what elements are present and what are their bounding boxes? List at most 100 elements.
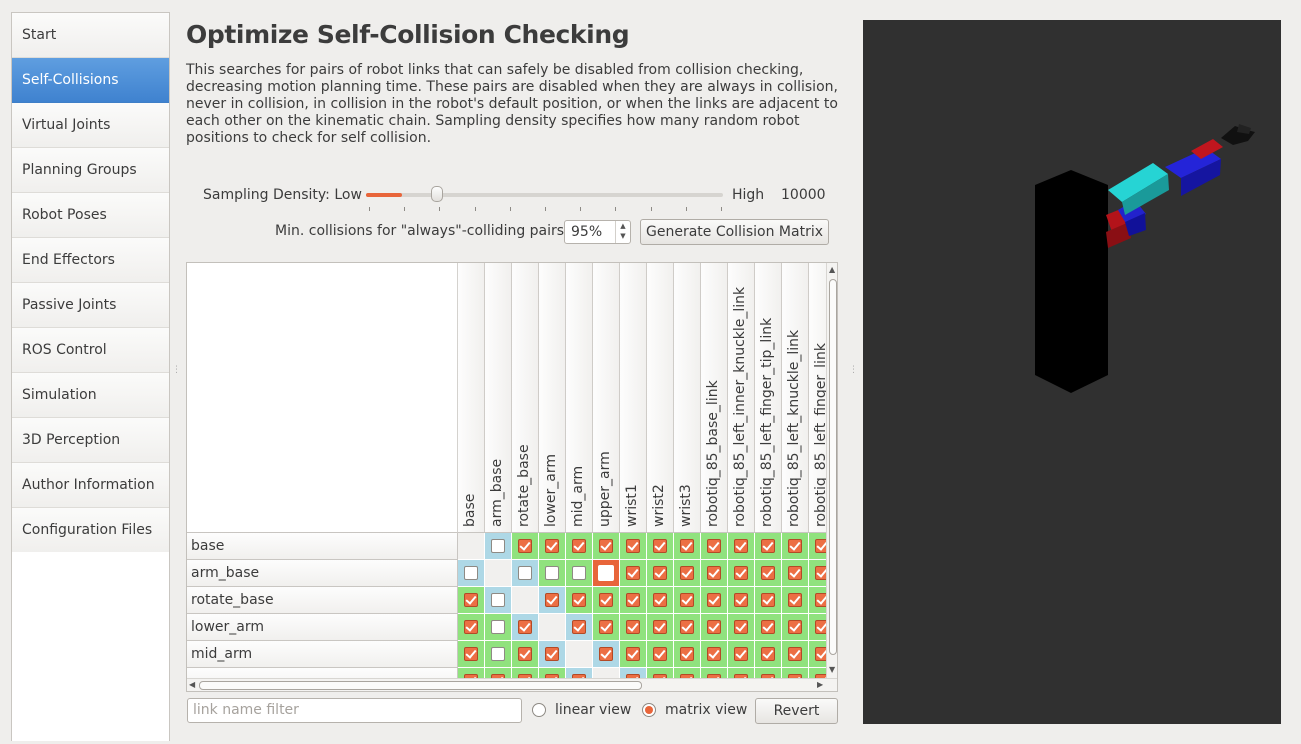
linear-view-label[interactable]: linear view [555,702,632,718]
collision-checkbox[interactable] [626,647,640,661]
matrix-cell[interactable] [728,614,755,641]
collision-checkbox[interactable] [734,647,748,661]
robot-3d-viewport[interactable] [863,20,1281,724]
collision-checkbox[interactable] [491,593,505,607]
link-name-filter-input[interactable]: link name filter [187,698,522,723]
revert-button[interactable]: Revert [755,698,838,724]
column-header[interactable]: robotiq_85_left_knuckle_link [782,263,809,532]
collision-checkbox[interactable] [518,539,532,553]
matrix-cell[interactable] [647,560,674,587]
matrix-cell[interactable] [458,587,485,614]
collision-checkbox[interactable] [788,647,802,661]
matrix-cell[interactable] [485,587,512,614]
column-header[interactable]: wrist2 [647,263,674,532]
column-header[interactable]: robotiq_85_left_inner_knuckle_link [728,263,755,532]
collision-checkbox[interactable] [626,566,640,580]
collision-checkbox[interactable] [545,593,559,607]
spin-up-icon[interactable]: ▲ [620,222,626,230]
matrix-view-label[interactable]: matrix view [665,702,748,718]
collision-checkbox[interactable] [545,674,559,678]
sidebar-item-planning-groups[interactable]: Planning Groups [12,148,169,193]
sidebar-item-robot-poses[interactable]: Robot Poses [12,193,169,238]
matrix-cell[interactable] [647,533,674,560]
matrix-cell[interactable] [701,587,728,614]
min-collisions-value[interactable]: 95% [571,224,603,240]
matrix-cell[interactable] [809,614,826,641]
matrix-cell[interactable] [566,668,593,678]
collision-checkbox[interactable] [653,539,667,553]
collision-checkbox[interactable] [653,593,667,607]
matrix-cell[interactable] [539,560,566,587]
collision-checkbox[interactable] [626,674,640,678]
matrix-cell[interactable] [458,641,485,668]
matrix-cell[interactable] [755,668,782,678]
slider-handle[interactable] [430,186,443,202]
collision-checkbox[interactable] [707,566,721,580]
matrix-cell[interactable] [620,587,647,614]
collision-checkbox[interactable] [680,674,694,678]
sidebar-splitter-handle[interactable]: ⋮ [172,365,181,375]
matrix-cell[interactable] [593,560,620,587]
matrix-cell[interactable] [674,587,701,614]
vertical-scroll-thumb[interactable] [829,279,837,655]
matrix-cell[interactable] [674,668,701,678]
sidebar-item-3d-perception[interactable]: 3D Perception [12,418,169,463]
collision-checkbox[interactable] [599,620,613,634]
column-header[interactable]: base [458,263,485,532]
collision-checkbox[interactable] [707,593,721,607]
sidebar-item-virtual-joints[interactable]: Virtual Joints [12,103,169,148]
collision-checkbox[interactable] [734,674,748,678]
row-header[interactable]: base [187,533,458,560]
collision-checkbox[interactable] [815,674,826,678]
collision-checkbox[interactable] [734,566,748,580]
row-header[interactable]: lower_arm [187,614,458,641]
collision-checkbox[interactable] [707,620,721,634]
collision-checkbox[interactable] [761,566,775,580]
matrix-cell[interactable] [782,668,809,678]
collision-checkbox[interactable] [734,593,748,607]
collision-checkbox[interactable] [680,647,694,661]
matrix-cell[interactable] [620,533,647,560]
matrix-horizontal-scrollbar[interactable]: ◀ ▶ [187,678,837,691]
collision-checkbox[interactable] [626,620,640,634]
sidebar-item-passive-joints[interactable]: Passive Joints [12,283,169,328]
matrix-cell[interactable] [674,533,701,560]
matrix-cell[interactable] [809,533,826,560]
matrix-cell[interactable] [512,614,539,641]
spin-down-icon[interactable]: ▼ [620,232,626,240]
column-header[interactable]: arm_base [485,263,512,532]
matrix-cell[interactable] [755,533,782,560]
matrix-cell[interactable] [593,641,620,668]
collision-checkbox[interactable] [572,620,586,634]
column-header[interactable]: mid_arm [566,263,593,532]
matrix-vertical-scrollbar[interactable]: ▲ ▼ [826,263,837,678]
matrix-cell[interactable] [809,641,826,668]
collision-checkbox[interactable] [545,647,559,661]
collision-checkbox[interactable] [815,539,826,553]
matrix-cell[interactable] [755,614,782,641]
row-header[interactable]: arm_base [187,560,458,587]
matrix-cell[interactable] [782,533,809,560]
collision-checkbox[interactable] [572,593,586,607]
matrix-cell[interactable] [539,587,566,614]
collision-checkbox[interactable] [653,647,667,661]
collision-checkbox[interactable] [788,539,802,553]
sidebar-item-configuration-files[interactable]: Configuration Files [12,508,169,553]
matrix-cell[interactable] [755,641,782,668]
collision-checkbox[interactable] [464,620,478,634]
collision-checkbox[interactable] [761,674,775,678]
collision-checkbox[interactable] [491,674,505,678]
matrix-cell[interactable] [593,533,620,560]
sidebar-item-end-effectors[interactable]: End Effectors [12,238,169,283]
collision-checkbox[interactable] [788,674,802,678]
sidebar-item-ros-control[interactable]: ROS Control [12,328,169,373]
matrix-cell[interactable] [593,587,620,614]
row-header[interactable]: rotate_base [187,587,458,614]
collision-checkbox[interactable] [815,647,826,661]
matrix-cell[interactable] [701,560,728,587]
collision-checkbox[interactable] [545,539,559,553]
matrix-cell[interactable] [674,614,701,641]
collision-checkbox[interactable] [788,566,802,580]
matrix-cell[interactable] [674,641,701,668]
collision-checkbox[interactable] [518,647,532,661]
